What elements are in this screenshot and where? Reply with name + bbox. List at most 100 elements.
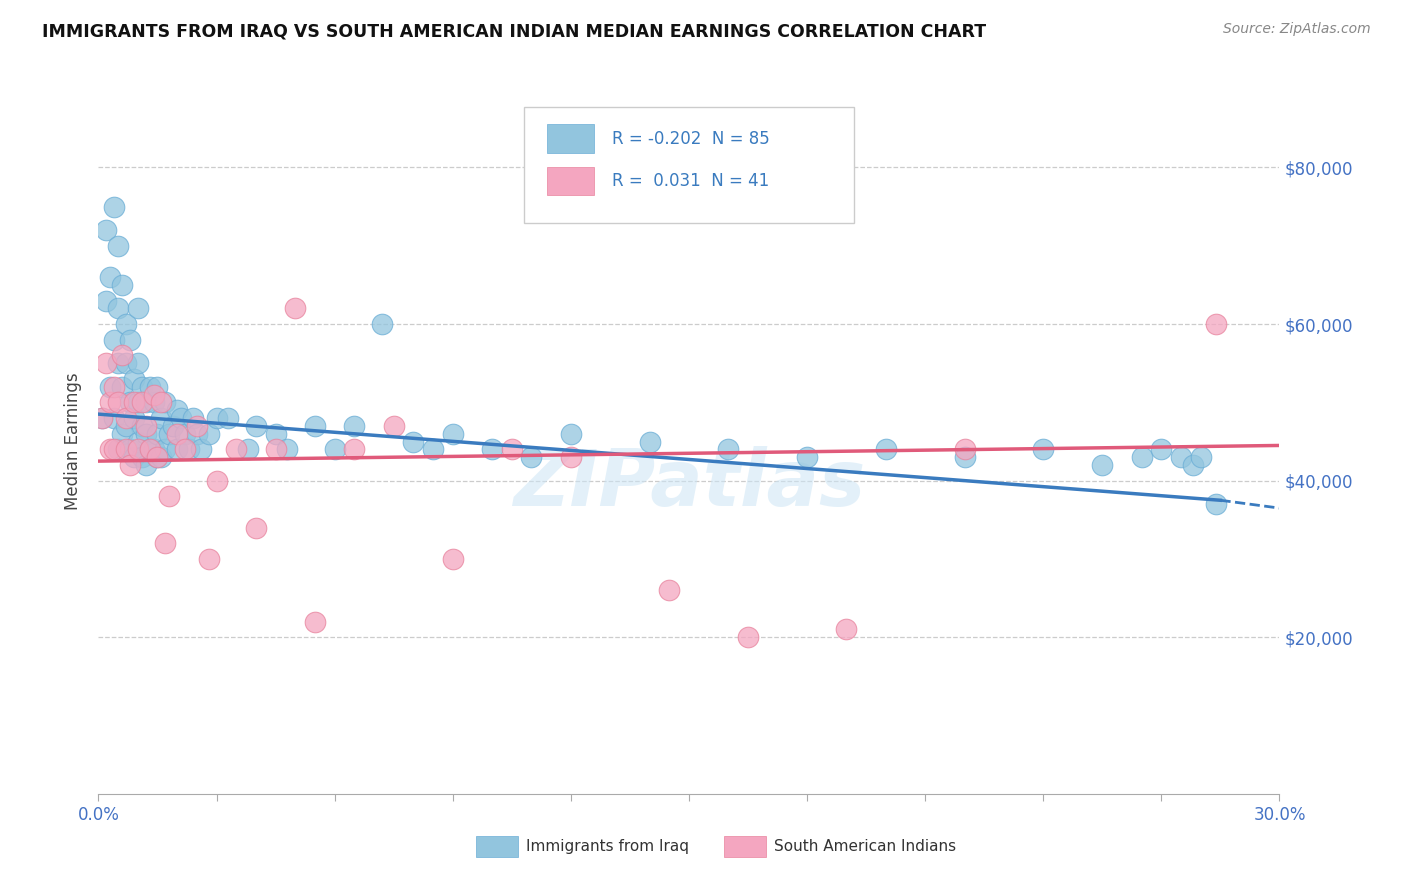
Point (953, 450, 976, 465)
Point (131, 380, 153, 394)
Point (166, 442, 188, 457)
Point (1091, 458, 1114, 472)
Text: R = -0.202  N = 85: R = -0.202 N = 85 (612, 129, 770, 147)
Point (174, 442, 197, 457)
Point (323, 442, 346, 457)
Point (1130, 450, 1153, 465)
Point (127, 442, 149, 457)
Point (197, 426, 219, 441)
Point (135, 458, 157, 472)
Point (382, 418, 405, 433)
Point (1170, 450, 1192, 465)
Point (835, 623, 858, 637)
Point (96, 223, 118, 237)
Point (1205, 497, 1227, 511)
Point (638, 434, 661, 449)
Point (284, 301, 307, 316)
Text: IMMIGRANTS FROM IRAQ VS SOUTH AMERICAN INDIAN MEDIAN EARNINGS CORRELATION CHART: IMMIGRANTS FROM IRAQ VS SOUTH AMERICAN I… (42, 22, 986, 40)
Point (111, 277, 134, 292)
Point (111, 380, 134, 394)
Point (170, 411, 193, 425)
Point (127, 434, 149, 449)
Point (264, 442, 287, 457)
Point (103, 200, 125, 214)
Point (1181, 458, 1204, 472)
Point (197, 552, 219, 566)
Point (181, 411, 204, 425)
Point (155, 442, 177, 457)
Point (142, 387, 165, 401)
Point (155, 395, 177, 409)
Point (135, 426, 157, 441)
Point (107, 356, 129, 370)
Point (135, 395, 157, 409)
Point (111, 426, 134, 441)
Point (236, 442, 259, 457)
Point (276, 442, 298, 457)
Point (162, 418, 184, 433)
Point (150, 411, 173, 425)
Text: ZIPatlas: ZIPatlas (513, 446, 865, 522)
Point (122, 450, 145, 465)
Point (118, 333, 141, 347)
FancyBboxPatch shape (547, 124, 595, 153)
Point (115, 356, 138, 370)
Point (115, 411, 138, 425)
Point (217, 411, 239, 425)
Point (157, 489, 180, 503)
Point (127, 356, 149, 370)
Point (717, 442, 740, 457)
Point (98, 442, 121, 457)
Point (107, 301, 129, 316)
Point (122, 411, 145, 425)
Text: Source: ZipAtlas.com: Source: ZipAtlas.com (1223, 22, 1371, 37)
Point (127, 301, 149, 316)
Point (146, 380, 169, 394)
Point (122, 395, 145, 409)
Point (796, 450, 818, 465)
Point (1150, 442, 1173, 457)
FancyBboxPatch shape (523, 107, 855, 223)
Point (155, 536, 177, 550)
Point (304, 418, 326, 433)
Point (264, 426, 287, 441)
Point (875, 442, 897, 457)
FancyBboxPatch shape (477, 836, 517, 857)
Point (146, 426, 169, 441)
Point (122, 372, 145, 386)
Point (91, 411, 114, 425)
Point (138, 442, 160, 457)
Point (118, 458, 141, 472)
Point (371, 317, 394, 331)
Point (186, 418, 208, 433)
FancyBboxPatch shape (724, 836, 766, 857)
Y-axis label: Median Earnings: Median Earnings (65, 373, 83, 510)
Point (560, 450, 582, 465)
Point (150, 395, 173, 409)
Point (118, 442, 141, 457)
Point (98, 380, 121, 394)
FancyBboxPatch shape (547, 167, 595, 194)
Point (1032, 442, 1054, 457)
Point (146, 450, 169, 465)
Point (174, 426, 197, 441)
Point (115, 442, 138, 457)
Text: South American Indians: South American Indians (773, 839, 956, 855)
Point (107, 395, 129, 409)
Point (166, 403, 188, 417)
Point (103, 442, 125, 457)
Point (96, 356, 118, 370)
Point (115, 418, 138, 433)
Point (245, 521, 267, 535)
Point (150, 450, 173, 465)
Point (190, 442, 212, 457)
Point (343, 442, 366, 457)
Point (98, 395, 121, 409)
Point (131, 418, 153, 433)
Point (658, 583, 681, 598)
Point (118, 395, 141, 409)
Point (481, 442, 503, 457)
Point (111, 348, 134, 362)
Point (107, 239, 129, 253)
Point (103, 380, 125, 394)
